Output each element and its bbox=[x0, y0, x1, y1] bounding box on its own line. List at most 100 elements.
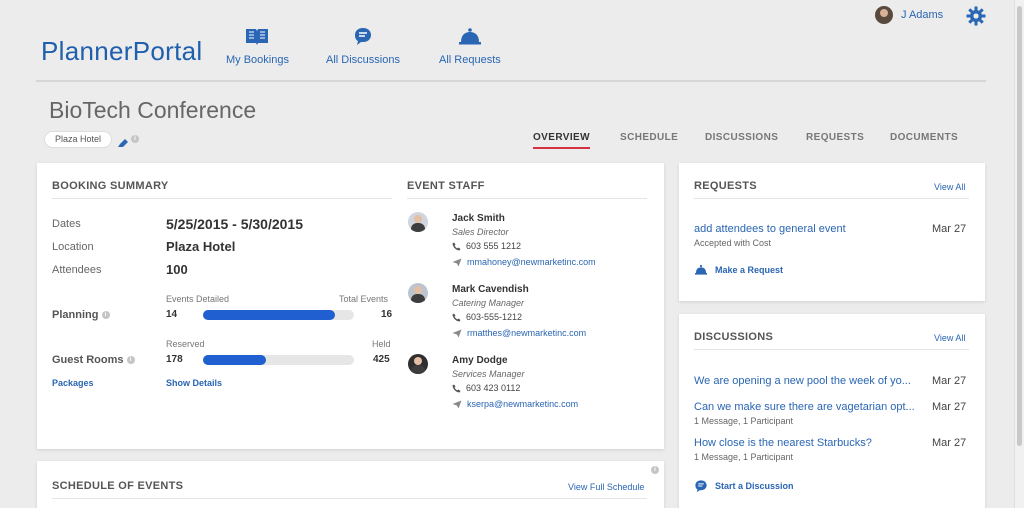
show-details-link[interactable]: Show Details bbox=[166, 378, 223, 388]
info-icon[interactable]: i bbox=[651, 466, 659, 474]
info-icon[interactable]: i bbox=[126, 356, 135, 365]
divider bbox=[52, 498, 647, 499]
info-icon[interactable]: i bbox=[131, 135, 139, 143]
staff-email[interactable]: mmahoney@newmarketinc.com bbox=[452, 257, 596, 267]
request-status: Accepted with Cost bbox=[694, 238, 772, 248]
request-date: Mar 27 bbox=[932, 223, 967, 235]
requests-view-all-link[interactable]: View All bbox=[934, 182, 966, 192]
planning-left-value: 14 bbox=[166, 309, 178, 320]
divider bbox=[52, 198, 392, 199]
send-icon bbox=[452, 329, 462, 337]
planning-right-value: 16 bbox=[381, 309, 393, 320]
discussion-title[interactable]: Can we make sure there are vagetarian op… bbox=[694, 401, 915, 413]
make-request-button[interactable]: Make a Request bbox=[694, 264, 783, 275]
staff-phone: 603 423 0112 bbox=[452, 383, 520, 393]
rooms-progress-bar bbox=[203, 355, 354, 365]
phone-icon bbox=[452, 313, 461, 321]
planning-progress-bar bbox=[203, 310, 354, 320]
phone-icon bbox=[452, 242, 461, 250]
discussions-view-all-link[interactable]: View All bbox=[934, 333, 966, 343]
tab-overview[interactable]: OVERVIEW bbox=[533, 132, 590, 149]
gear-icon[interactable] bbox=[966, 6, 986, 31]
tab-requests[interactable]: REQUESTS bbox=[806, 132, 865, 143]
location-label: Location bbox=[52, 241, 94, 253]
staff-name: Mark Cavendish bbox=[452, 284, 529, 295]
tab-discussions[interactable]: DISCUSSIONS bbox=[705, 132, 779, 143]
page-title: BioTech Conference bbox=[49, 97, 257, 123]
staff-email[interactable]: kserpa@newmarketinc.com bbox=[452, 399, 578, 409]
staff-role: Services Manager bbox=[452, 369, 525, 379]
discussions-card: DISCUSSIONS View All We are opening a ne… bbox=[679, 314, 985, 508]
requests-heading: REQUESTS bbox=[694, 180, 757, 192]
request-title[interactable]: add attendees to general event bbox=[694, 223, 846, 235]
book-icon bbox=[226, 26, 289, 48]
dates-label: Dates bbox=[52, 218, 81, 230]
top-header: PlannerPortal My Bookings All Discussion… bbox=[0, 0, 1014, 82]
tab-documents[interactable]: DOCUMENTS bbox=[890, 132, 959, 143]
scrollbar-thumb[interactable] bbox=[1017, 6, 1022, 446]
staff-role: Catering Manager bbox=[452, 298, 525, 308]
discussion-date: Mar 27 bbox=[932, 401, 967, 413]
info-icon[interactable]: i bbox=[101, 311, 110, 320]
rooms-left-value: 178 bbox=[166, 354, 183, 365]
discussion-meta: 1 Message, 1 Participant bbox=[694, 416, 794, 426]
tab-schedule[interactable]: SCHEDULE bbox=[620, 132, 679, 143]
location-value: Plaza Hotel bbox=[166, 239, 236, 254]
nav-label: My Bookings bbox=[226, 54, 289, 66]
planning-label: Planning i bbox=[52, 309, 110, 321]
discussion-title[interactable]: We are opening a new pool the week of yo… bbox=[694, 375, 911, 387]
schedule-heading: SCHEDULE OF EVENTS bbox=[52, 480, 184, 492]
discussions-heading: DISCUSSIONS bbox=[694, 331, 774, 343]
guest-rooms-label: Guest Rooms i bbox=[52, 354, 135, 366]
discussion-title[interactable]: How close is the nearest Starbucks? bbox=[694, 437, 872, 449]
divider bbox=[407, 198, 647, 199]
staff-name: Amy Dodge bbox=[452, 355, 508, 366]
planning-left-caption: Events Detailed bbox=[166, 294, 230, 304]
packages-link[interactable]: Packages bbox=[52, 378, 94, 388]
nav-all-requests[interactable]: All Requests bbox=[439, 26, 501, 66]
staff-role: Sales Director bbox=[452, 227, 509, 237]
chat-bubble-icon bbox=[695, 480, 707, 493]
nav-my-bookings[interactable]: My Bookings bbox=[226, 26, 289, 66]
discussion-date: Mar 27 bbox=[932, 375, 967, 387]
venue-badge: Plaza Hotel bbox=[44, 131, 113, 148]
avatar bbox=[875, 6, 893, 24]
planning-progress-fill bbox=[203, 310, 336, 320]
view-full-schedule-link[interactable]: View Full Schedule bbox=[568, 482, 645, 492]
rooms-right-value: 425 bbox=[373, 354, 390, 365]
staff-phone: 603-555-1212 bbox=[452, 312, 522, 322]
nav-all-discussions[interactable]: All Discussions bbox=[326, 26, 400, 66]
schedule-card: i SCHEDULE OF EVENTS View Full Schedule bbox=[37, 461, 664, 508]
header-divider bbox=[36, 80, 986, 82]
avatar bbox=[408, 354, 428, 374]
requests-card: REQUESTS View All add attendees to gener… bbox=[679, 163, 985, 301]
staff-email[interactable]: rmatthes@newmarketinc.com bbox=[452, 328, 586, 338]
user-menu[interactable]: J Adams bbox=[875, 6, 943, 24]
chat-bubble-icon bbox=[326, 26, 400, 48]
avatar bbox=[408, 212, 428, 232]
divider bbox=[694, 198, 969, 199]
rooms-progress-fill bbox=[203, 355, 267, 365]
discussion-meta: 1 Message, 1 Participant bbox=[694, 452, 794, 462]
booking-summary-card: BOOKING SUMMARY Dates 5/25/2015 - 5/30/2… bbox=[37, 163, 664, 449]
dates-value: 5/25/2015 - 5/30/2015 bbox=[166, 216, 304, 232]
planning-right-caption: Total Events bbox=[339, 294, 389, 304]
phone-icon bbox=[452, 384, 461, 392]
staff-name: Jack Smith bbox=[452, 213, 505, 224]
scrollbar[interactable] bbox=[1014, 0, 1024, 508]
nav-label: All Discussions bbox=[326, 54, 400, 66]
service-bell-icon bbox=[695, 264, 707, 275]
discussion-date: Mar 27 bbox=[932, 437, 967, 449]
service-bell-icon bbox=[439, 26, 501, 48]
rooms-left-caption: Reserved bbox=[166, 339, 205, 349]
attendees-label: Attendees bbox=[52, 264, 102, 276]
avatar bbox=[408, 283, 428, 303]
start-discussion-button[interactable]: Start a Discussion bbox=[694, 479, 794, 493]
booking-summary-heading: BOOKING SUMMARY bbox=[52, 180, 169, 192]
staff-phone: 603 555 1212 bbox=[452, 241, 521, 251]
rooms-right-caption: Held bbox=[372, 339, 391, 349]
app-logo[interactable]: PlannerPortal bbox=[41, 36, 203, 66]
pin-icon[interactable] bbox=[117, 135, 129, 153]
divider bbox=[694, 349, 969, 350]
event-staff-heading: EVENT STAFF bbox=[407, 180, 485, 192]
